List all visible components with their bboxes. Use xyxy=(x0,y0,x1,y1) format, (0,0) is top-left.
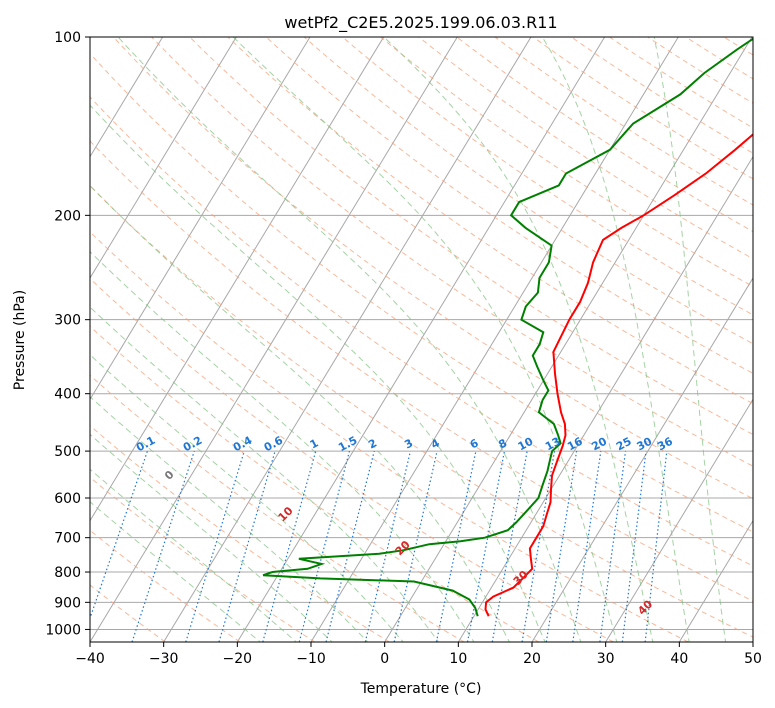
dry-adiabat xyxy=(90,52,753,533)
mixing-ratio-line xyxy=(435,450,477,642)
mixing-ratio-label: 13 xyxy=(543,435,563,454)
mixing-ratio-line xyxy=(298,450,351,642)
x-tick-label: 20 xyxy=(523,651,541,667)
mixing-ratio-line xyxy=(364,450,412,642)
moist-adiabat xyxy=(90,433,333,642)
dry-adiabat xyxy=(456,37,753,233)
x-tick-label: 0 xyxy=(380,651,389,667)
plot-frame xyxy=(89,36,754,643)
mixing-ratio-line xyxy=(262,450,317,642)
isotherm-line xyxy=(678,519,753,642)
mixing-ratio-line xyxy=(131,450,195,642)
mixing-ratio-label: 36 xyxy=(655,435,675,454)
y-tick-label: 100 xyxy=(54,30,81,46)
isotherm-line xyxy=(90,37,385,522)
mixing-ratio-line xyxy=(325,450,375,642)
mixing-ratio-label: 20 xyxy=(589,435,609,454)
moist-adiabat xyxy=(383,37,654,642)
temperature-profile xyxy=(484,133,753,617)
y-tick-label: 900 xyxy=(54,595,81,611)
moist-adiabat xyxy=(90,306,440,642)
moist-adiabat xyxy=(232,37,618,642)
mixing-ratio-line xyxy=(491,450,528,642)
x-tick-label: 40 xyxy=(670,651,688,667)
isotherm-line xyxy=(384,37,753,642)
x-tick-label: 50 xyxy=(744,651,762,667)
isotherm-line xyxy=(90,37,237,279)
x-tick-label: −10 xyxy=(296,651,326,667)
y-tick-label: 200 xyxy=(54,208,81,224)
dry-adiabat xyxy=(90,231,689,642)
x-tick-label: 10 xyxy=(449,651,467,667)
x-tick-label: −30 xyxy=(149,651,179,667)
y-tick-label: 700 xyxy=(54,531,81,547)
y-tick-label: 600 xyxy=(54,491,81,507)
mixing-ratio-line xyxy=(393,450,438,642)
x-tick-label: 30 xyxy=(597,651,615,667)
mixing-ratio-line xyxy=(521,451,556,642)
mixing-ratio-line xyxy=(621,451,647,642)
mixing-ratio-line xyxy=(599,451,627,642)
moist-adiabat xyxy=(90,501,262,642)
mixing-ratio-line xyxy=(545,451,578,642)
mixing-ratio-line xyxy=(572,451,602,642)
isotherm-line xyxy=(531,277,753,642)
mixing-ratio-line xyxy=(466,450,506,642)
moist-adiabat xyxy=(90,396,369,642)
isotherm-line xyxy=(605,398,753,642)
isotherm-line xyxy=(163,37,532,642)
chart-title: wetPf2_C2E5.2025.199.06.03.R11 xyxy=(284,13,557,33)
mixing-ratio-line xyxy=(644,451,668,642)
isotherm-line xyxy=(90,37,458,642)
dry-adiabat xyxy=(418,37,753,260)
y-tick-label: 800 xyxy=(54,565,81,581)
isotherm-line xyxy=(90,37,311,401)
dry-adiabat xyxy=(113,37,753,500)
isotherm-line xyxy=(236,37,606,642)
y-tick-label: 500 xyxy=(54,444,81,460)
y-axis-label: Pressure (hPa) xyxy=(12,290,28,390)
dewpoint-profile xyxy=(262,37,753,617)
dry-adiabat xyxy=(90,424,390,642)
mixing-ratio-label: 10 xyxy=(516,435,536,454)
dry-adiabat xyxy=(90,374,465,642)
moist-adiabat xyxy=(117,37,582,642)
dry-adiabat xyxy=(227,37,753,405)
moist-adiabat xyxy=(90,354,404,642)
dry-adiabat xyxy=(151,37,753,467)
y-tick-label: 1000 xyxy=(45,622,81,638)
mixing-ratio-label: 25 xyxy=(614,435,634,454)
dry-adiabat xyxy=(265,37,753,374)
dry-adiabat xyxy=(90,185,753,638)
isotherm-line xyxy=(90,37,164,158)
dry-adiabat xyxy=(189,37,753,436)
mixing-ratio-line xyxy=(185,450,245,642)
moist-adiabat xyxy=(90,184,510,642)
isotherm-line xyxy=(457,155,753,642)
x-axis-label: Temperature (°C) xyxy=(360,681,482,697)
dry-adiabat xyxy=(571,37,753,154)
mixing-ratio-label: 16 xyxy=(565,435,585,454)
mixing-ratio-label: 30 xyxy=(635,435,655,454)
mixing-ratio-line xyxy=(90,450,148,621)
moist-adiabat xyxy=(541,37,690,642)
x-tick-label: −20 xyxy=(223,651,253,667)
isotherm-line xyxy=(310,37,679,642)
moist-adiabat xyxy=(90,104,546,642)
y-tick-label: 300 xyxy=(54,313,81,329)
y-tick-label: 400 xyxy=(54,387,81,403)
mixing-ratio-line xyxy=(218,450,276,642)
x-tick-label: −40 xyxy=(75,651,105,667)
